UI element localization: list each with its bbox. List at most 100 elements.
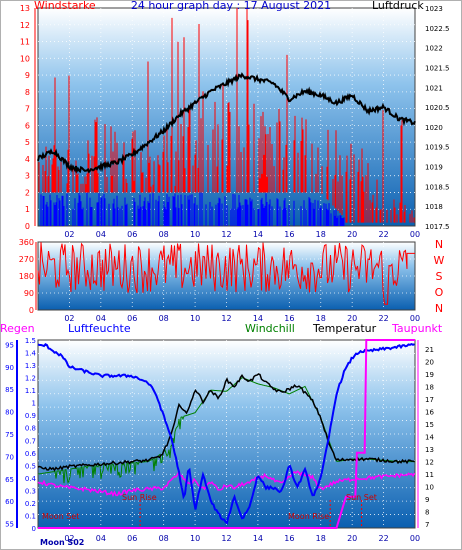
temperature-y-tick: 16 <box>425 408 434 416</box>
rain-y-tick: 0.2 <box>25 500 36 508</box>
pressure-y-tick: 1018.5 <box>425 183 450 191</box>
x-tick-label: 20 <box>347 534 357 543</box>
direction-y-tick: 270 <box>19 255 34 264</box>
x-tick-label: 14 <box>253 534 263 543</box>
wind-y-tick: 1 <box>25 205 30 214</box>
rain-y-tick: 1.2 <box>25 375 36 383</box>
temperature-y-tick: 17 <box>425 396 434 404</box>
rain-y-tick: 0.1 <box>25 512 36 520</box>
temperature-y-tick: 20 <box>425 358 434 366</box>
wind-y-tick: 8 <box>25 88 30 97</box>
x-tick-label: 02 <box>64 314 74 323</box>
x-tick-label: 00 <box>410 534 420 543</box>
windchill-legend: Windchill <box>245 322 295 335</box>
humidity-y-tick: 55 <box>5 521 14 529</box>
x-tick-label: 16 <box>284 230 294 239</box>
wind-y-tick: 2 <box>25 188 30 197</box>
direction-y-tick: 0 <box>29 306 34 315</box>
x-tick-label: 12 <box>221 534 231 543</box>
temperature-y-tick: 8 <box>425 509 429 517</box>
temperature-y-tick: 7 <box>425 521 429 529</box>
temperature-line <box>37 373 415 472</box>
dewpoint-line <box>37 469 416 498</box>
x-tick-label: 16 <box>284 534 294 543</box>
compass-letter: O <box>435 286 444 299</box>
wind-y-tick: 0 <box>25 222 30 231</box>
rain-legend: Regen <box>0 322 35 335</box>
pressure-y-tick: 1021.5 <box>425 64 450 72</box>
x-tick-label: 12 <box>221 230 231 239</box>
rain-y-tick: 0.5 <box>25 462 36 470</box>
x-tick-label: 18 <box>316 534 326 543</box>
x-tick-label: 22 <box>378 534 388 543</box>
sun-rise-label: Sun Rise <box>122 493 157 502</box>
compass-letter: W <box>434 254 445 267</box>
temperature-legend: Temperatur <box>312 322 377 335</box>
temperature-y-tick: 14 <box>425 434 434 442</box>
compass-letter: S <box>436 270 443 283</box>
humidity-y-tick: 65 <box>5 476 14 484</box>
x-tick-label: 18 <box>316 230 326 239</box>
humidity-y-tick: 90 <box>5 364 14 372</box>
wind-y-tick: 12 <box>20 21 30 30</box>
pressure-y-tick: 1022 <box>425 45 443 53</box>
windchill-line <box>37 377 415 484</box>
x-tick-label: 04 <box>96 534 106 543</box>
x-tick-label: 02 <box>64 230 74 239</box>
pressure-y-tick: 1020 <box>425 124 443 132</box>
pressure-y-tick: 1020.5 <box>425 104 450 112</box>
humidity-y-tick: 95 <box>5 341 14 349</box>
direction-line <box>37 242 415 305</box>
wind-y-tick: 13 <box>20 4 30 13</box>
humidity-legend: Luftfeuchte <box>68 322 131 335</box>
x-tick-label: 18 <box>316 314 326 323</box>
x-tick-label: 10 <box>190 314 200 323</box>
pressure-y-tick: 1023 <box>425 5 443 13</box>
pressure-y-tick: 1018 <box>425 203 443 211</box>
moon-set-label: Moon Set <box>42 512 79 521</box>
x-tick-label: 16 <box>284 314 294 323</box>
wind-y-tick: 4 <box>25 155 30 164</box>
humidity-y-tick: 80 <box>5 409 14 417</box>
x-tick-label: 22 <box>378 314 388 323</box>
moon-s02-label: Moon S02 <box>40 538 84 547</box>
direction-y-tick: 360 <box>19 238 34 247</box>
wind-y-tick: 11 <box>20 38 30 47</box>
pressure-line <box>37 72 416 174</box>
x-tick-label: 14 <box>253 230 263 239</box>
pressure-y-tick: 1021 <box>425 84 443 92</box>
rain-y-tick: 0.7 <box>25 437 36 445</box>
temperature-y-tick: 11 <box>425 471 434 479</box>
x-tick-label: 06 <box>127 230 137 239</box>
wind-y-tick: 6 <box>25 121 30 130</box>
wind-y-tick: 3 <box>25 172 30 181</box>
direction-y-tick: 90 <box>24 289 34 298</box>
temperature-y-tick: 12 <box>425 459 434 467</box>
x-tick-label: 20 <box>347 314 357 323</box>
dewpoint-legend: Taupunkt <box>391 322 443 335</box>
rain-y-tick: 1.3 <box>25 362 36 370</box>
compass-letter: N <box>435 302 443 315</box>
x-tick-label: 08 <box>159 230 169 239</box>
x-tick-label: 00 <box>410 230 420 239</box>
x-tick-label: 00 <box>410 314 420 323</box>
rain-line <box>38 339 415 529</box>
humidity-line <box>37 342 415 525</box>
humidity-y-tick: 70 <box>5 453 14 461</box>
rain-y-tick: 0 <box>32 525 36 533</box>
rain-y-tick: 0.9 <box>25 412 36 420</box>
x-tick-label: 08 <box>159 314 169 323</box>
pressure-y-tick: 1019.5 <box>425 144 450 152</box>
direction-y-tick: 180 <box>19 272 34 281</box>
temperature-y-tick: 15 <box>425 421 434 429</box>
sun-set-label: Sun Set <box>346 493 377 502</box>
pressure-y-tick: 1017.5 <box>425 223 450 231</box>
wind-y-tick: 10 <box>20 54 30 63</box>
x-tick-label: 08 <box>159 534 169 543</box>
rain-y-tick: 0.4 <box>25 475 37 483</box>
rain-y-tick: 1.1 <box>25 387 36 395</box>
pressure-y-tick: 1022.5 <box>425 25 450 33</box>
x-tick-label: 06 <box>127 534 137 543</box>
